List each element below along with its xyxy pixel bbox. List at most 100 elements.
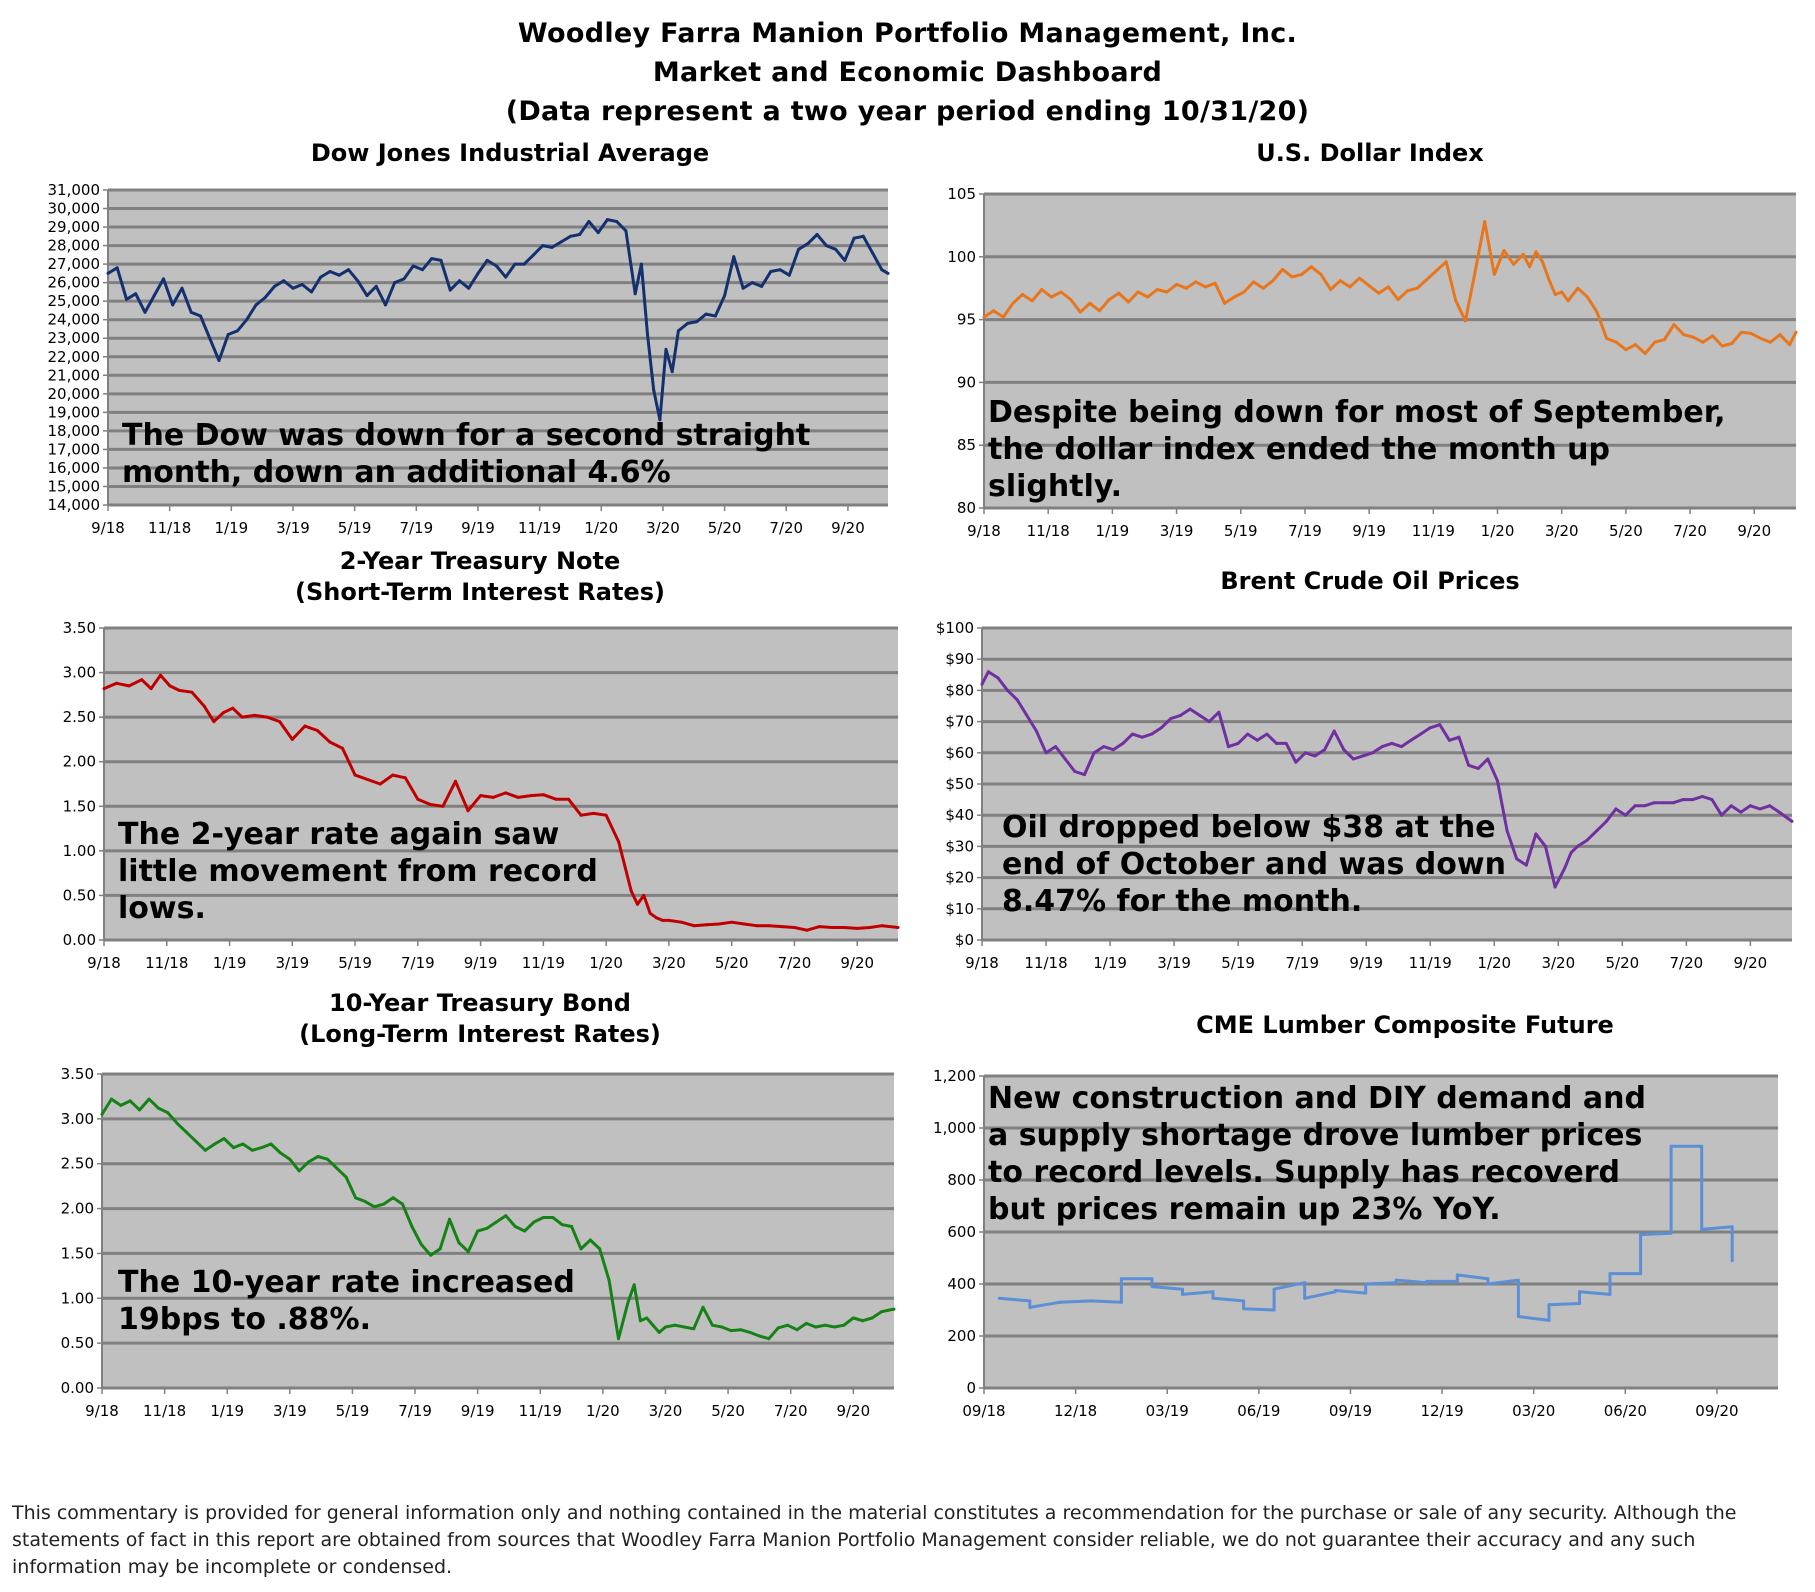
data-point <box>1669 1144 1673 1148</box>
data-point <box>273 284 276 288</box>
data-point <box>171 303 175 307</box>
y-tick-label: $20 <box>945 869 974 887</box>
data-point <box>1083 773 1086 777</box>
data-point <box>260 1146 264 1150</box>
data-point <box>786 1323 790 1327</box>
data-point <box>787 273 791 277</box>
data-point <box>757 1334 761 1338</box>
data-point <box>429 1253 433 1257</box>
data-point <box>1614 340 1618 344</box>
data-point <box>1720 813 1724 817</box>
data-point <box>1015 698 1019 702</box>
data-point <box>1691 335 1695 339</box>
data-point <box>1425 277 1429 281</box>
data-point <box>1184 286 1188 290</box>
data-point <box>686 321 690 325</box>
data-point <box>115 681 119 685</box>
data-point <box>372 1205 376 1209</box>
x-tick-label: 9/18 <box>85 1402 119 1420</box>
data-point <box>541 793 545 797</box>
data-point <box>1399 745 1403 749</box>
data-point <box>410 1225 414 1228</box>
data-point <box>347 268 350 272</box>
data-point <box>1332 729 1336 733</box>
data-point <box>1358 276 1361 280</box>
data-point <box>720 1325 724 1329</box>
data-point <box>1521 252 1525 256</box>
data-point <box>1204 285 1207 289</box>
data-point <box>1730 1259 1734 1263</box>
data-point <box>1454 299 1458 303</box>
x-tick-label: 3/20 <box>649 1402 683 1420</box>
data-point <box>842 1323 846 1327</box>
data-point <box>325 1157 329 1161</box>
data-point <box>241 1142 245 1146</box>
y-tick-label: 3.00 <box>63 664 96 682</box>
data-point <box>265 715 269 719</box>
data-point <box>1261 286 1265 290</box>
y-tick-label: 29,000 <box>48 218 101 236</box>
data-point <box>1515 857 1519 861</box>
data-point <box>1150 1277 1154 1281</box>
y-tick-label: $50 <box>945 775 974 793</box>
x-tick-label: 1/19 <box>1093 954 1127 972</box>
data-point <box>664 347 668 351</box>
data-point <box>319 275 323 279</box>
x-tick-label: 9/19 <box>464 954 498 972</box>
x-tick-label: 1/19 <box>210 1402 244 1420</box>
data-point <box>1633 804 1637 808</box>
x-tick-label: 11/19 <box>519 1402 562 1420</box>
data-point <box>430 257 434 261</box>
x-tick-label: 5/20 <box>708 519 742 537</box>
data-point <box>843 258 847 262</box>
y-tick-label: $30 <box>945 837 974 855</box>
x-tick-label: 09/19 <box>1329 1402 1372 1420</box>
data-point <box>742 922 746 926</box>
data-point <box>1338 279 1342 283</box>
data-point <box>806 242 810 246</box>
data-point <box>1380 745 1384 749</box>
chart-annotation: 8.47% for the month. <box>1002 884 1362 919</box>
data-point <box>1486 757 1490 761</box>
data-point <box>639 262 643 266</box>
y-tick-label: 20,000 <box>48 385 101 403</box>
data-point <box>1605 336 1609 340</box>
data-point <box>263 296 267 299</box>
ten-year-treasury-chart: 0.00 0.50 1.00 1.50 2.00 2.50 3.00 3.50 9/18 11/1… <box>61 1065 896 1420</box>
data-point <box>1406 289 1410 293</box>
data-point <box>579 1247 583 1251</box>
y-tick-label: $40 <box>945 806 974 824</box>
chart-annotation: The 10-year rate increased <box>118 1265 575 1300</box>
data-point <box>1595 310 1599 314</box>
data-point <box>629 889 633 893</box>
data-point <box>729 1329 733 1333</box>
data-point <box>1213 281 1217 285</box>
data-point <box>1652 801 1656 805</box>
chart-title-dollar: U.S. Dollar Index <box>1070 138 1670 169</box>
data-point <box>1198 713 1202 717</box>
data-point <box>661 918 665 922</box>
data-point <box>428 803 432 806</box>
chart-title-oil: Brent Crude Oil Prices <box>1070 566 1670 597</box>
data-point <box>337 273 341 277</box>
chart-title-text: 10-Year Treasury Bond <box>329 989 631 1017</box>
x-tick-label: 3/20 <box>1545 522 1579 540</box>
data-point <box>1188 707 1192 711</box>
data-point <box>1069 298 1073 301</box>
data-point <box>1585 838 1589 842</box>
data-point <box>213 1142 217 1146</box>
data-point <box>1624 348 1628 352</box>
data-point <box>1502 249 1506 252</box>
data-point <box>143 310 147 314</box>
data-point <box>1028 1299 1032 1303</box>
y-tick-label: 1.00 <box>63 842 96 860</box>
data-point <box>1242 290 1246 294</box>
x-tick-label: 7/20 <box>769 519 803 537</box>
data-point <box>1342 748 1346 752</box>
y-tick-label: 21,000 <box>48 366 101 384</box>
y-tick-label: 19,000 <box>48 403 101 421</box>
data-point <box>1211 1290 1215 1294</box>
data-point <box>1447 738 1451 742</box>
y-tick-label: $80 <box>945 681 974 699</box>
data-point <box>797 247 801 251</box>
